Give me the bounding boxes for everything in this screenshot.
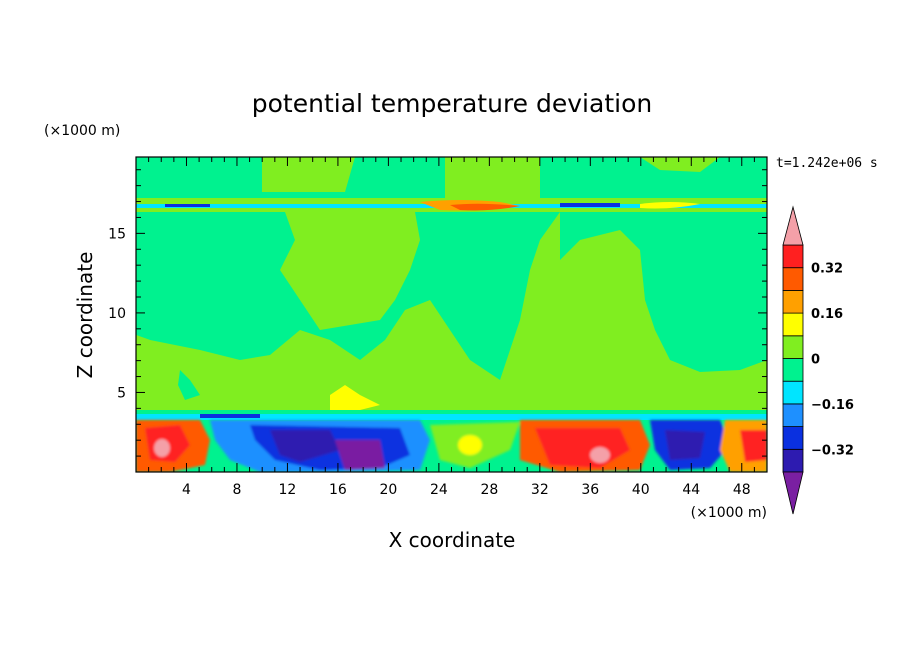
y-tick-label: 15: [108, 226, 126, 242]
field-strat-cool-a: [136, 157, 445, 198]
field-trop-cool-a: [136, 212, 560, 380]
colorbar: 0.32 0.16 0 −0.16 −0.32: [782, 205, 854, 515]
field-bl-cold-c: [270, 430, 340, 462]
colorbar-box: [782, 312, 804, 337]
field-bl-peak-right: [590, 447, 610, 463]
field-bl-top-cyan: [136, 414, 767, 420]
x-tick-label: 40: [632, 482, 650, 498]
field-trop-cool-c: [178, 370, 200, 400]
x-tick-label: 28: [480, 482, 498, 498]
field-trop-yellow: [330, 385, 380, 410]
time-label: t=1.242e+06 s: [776, 156, 878, 171]
x-axis-label: X coordinate: [389, 528, 516, 552]
field-bl-coldest: [335, 440, 385, 470]
x-tick-label: 48: [733, 482, 751, 498]
colorbar-label: 0.32: [811, 262, 843, 277]
colorbar-box: [782, 358, 804, 382]
y-axis-ticks: 5 10 15: [108, 169, 767, 457]
colorbar-box: [782, 244, 804, 269]
colorbar-label: 0: [811, 353, 820, 368]
colorbar-extend-max: [782, 205, 804, 246]
x-tick-label: 36: [581, 482, 599, 498]
colorbar-box: [782, 448, 804, 473]
field-strat-cool-b: [540, 157, 767, 198]
y-axis-label: Z coordinate: [73, 252, 97, 379]
x-tick-label: 16: [329, 482, 347, 498]
colorbar-box: [782, 335, 804, 359]
y-tick-label: 10: [108, 306, 126, 322]
x-axis-unit: (×1000 m): [691, 505, 767, 521]
colorbar-label: −0.32: [811, 443, 854, 458]
field-bl-peak-left: [154, 439, 170, 457]
colorbar-box: [782, 426, 804, 450]
x-tick-label: 8: [232, 482, 241, 498]
x-tick-label: 4: [182, 482, 191, 498]
colorbar-box: [782, 289, 804, 314]
field-tropopause-warm-b: [450, 203, 520, 211]
x-tick-label: 12: [279, 482, 297, 498]
y-axis-unit: (×1000 m): [44, 123, 120, 139]
x-tick-label: 44: [682, 482, 700, 498]
x-tick-label: 20: [379, 482, 397, 498]
field-bl-warm-small: [458, 435, 482, 455]
colorbar-label: −0.16: [811, 398, 854, 413]
chart-title: potential temperature deviation: [252, 89, 652, 118]
field-bl-cold-right-core: [665, 430, 705, 460]
field-bl-hot-far-right: [740, 430, 767, 462]
field-tropopause-cold-a: [560, 203, 620, 207]
field-tropopause-warm-c: [640, 202, 700, 209]
colorbar-label: 0.16: [811, 307, 843, 322]
x-tick-label: 24: [430, 482, 448, 498]
field-trop-cool-b: [560, 212, 767, 372]
y-tick-label: 5: [117, 385, 126, 401]
plot-area: [136, 157, 767, 472]
field-bl-top-blue: [200, 414, 260, 418]
field-tropopause-cold-b: [165, 204, 210, 207]
x-tick-label: 32: [531, 482, 549, 498]
colorbar-box: [782, 267, 804, 291]
colorbar-extend-min: [782, 471, 804, 515]
colorbar-box: [782, 403, 804, 427]
colorbar-box: [782, 380, 804, 405]
x-axis-ticks: 4 8 12 16 20 24 28 32 36 40 44 48: [148, 157, 755, 498]
